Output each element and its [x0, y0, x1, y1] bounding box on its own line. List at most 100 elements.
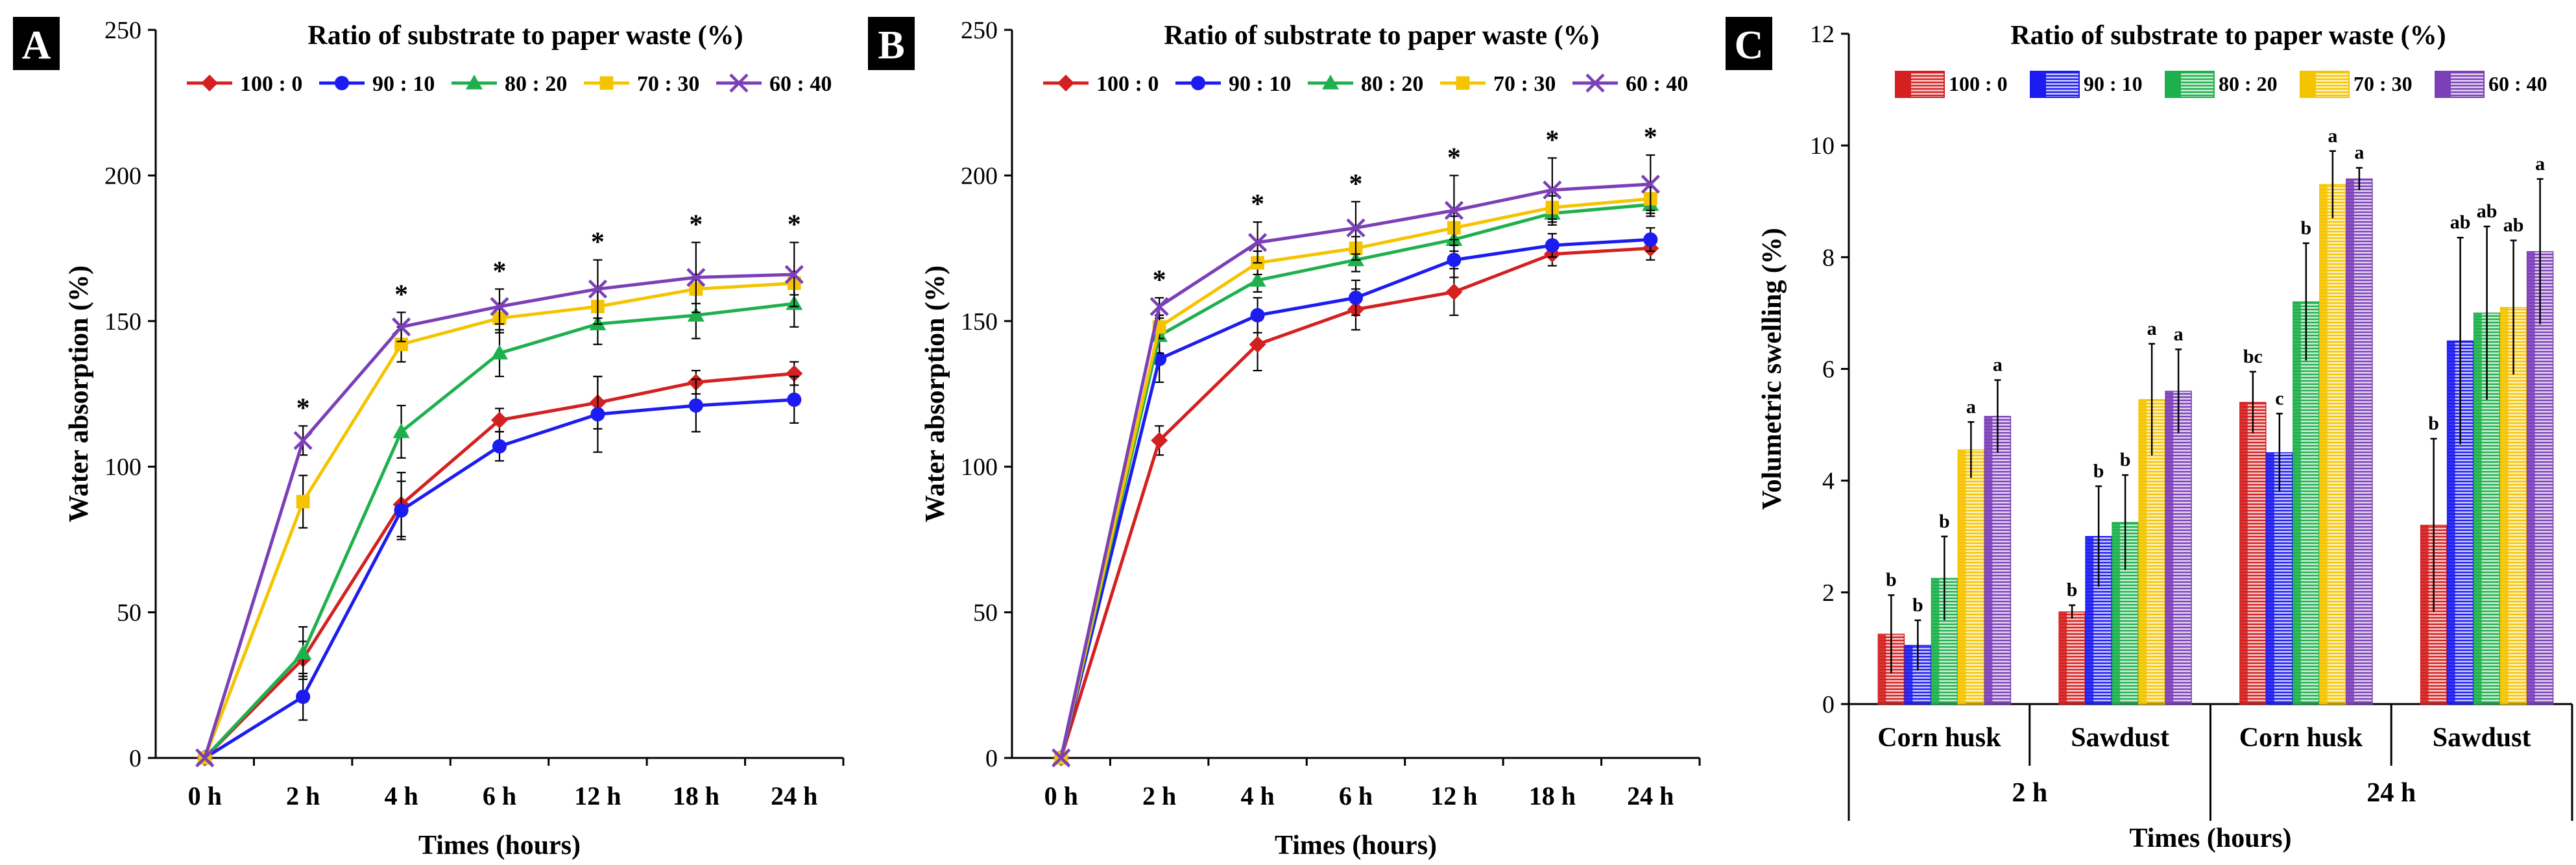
series-90:10: [197, 375, 802, 766]
legend-marker: [729, 73, 749, 93]
significance-marker: *: [1644, 123, 1657, 152]
bar-edge: [2112, 522, 2121, 704]
series-90:10: [1053, 227, 1658, 766]
legend-marker: [1585, 73, 1605, 93]
significance-marker: *: [689, 210, 703, 240]
legend-item: 80 : 20: [451, 72, 567, 96]
significance-letter: b: [1886, 569, 1897, 591]
significance-letter: a: [2147, 318, 2157, 339]
panel-label-box: [1726, 17, 1772, 70]
data-point: [293, 431, 313, 450]
significance-letter: ab: [2477, 201, 2498, 222]
x-tick-label: 6 h: [1339, 781, 1373, 810]
data-point: [195, 748, 215, 768]
legend-label: 80 : 20: [505, 72, 567, 96]
data-point-stroke2: [490, 297, 509, 316]
x-tick-label: 18 h: [673, 781, 719, 810]
bar-edge: [1878, 634, 1886, 704]
data-point: [1052, 748, 1071, 768]
legend-marker: [599, 76, 614, 90]
error-bar: [2302, 242, 2309, 361]
data-point: [686, 267, 706, 287]
significance-letter: b: [2428, 413, 2439, 434]
y-tick-label: 150: [104, 308, 141, 335]
error-bar: [1968, 421, 1975, 478]
x-axis-label: Times (hours): [1275, 831, 1437, 860]
y-axis-label: Water absorption (%): [921, 265, 950, 522]
panel-label-box: [868, 17, 915, 70]
data-point: [295, 644, 312, 660]
bar-edge: [2139, 399, 2147, 704]
data-point-stroke2: [391, 317, 411, 337]
significance-letter: a: [2174, 323, 2184, 345]
legend-label: 60 : 40: [769, 72, 832, 96]
x-tick-label: 18 h: [1529, 781, 1576, 810]
significance-marker: *: [1545, 125, 1559, 155]
panel-b: 0 50 100 150 200 250 0 h 2 h 4 h 6 h 12 h 18 h 24 h T…: [921, 17, 1701, 860]
bar-edge: [2165, 391, 2174, 704]
material-label: Sawdust: [2071, 723, 2169, 753]
material-label: Sawdust: [2433, 723, 2531, 753]
data-point: [787, 392, 802, 408]
legend-marker-stroke2: [729, 73, 749, 93]
legend-marker: [334, 75, 350, 91]
data-point: [1447, 252, 1462, 267]
significance-marker: *: [493, 256, 507, 286]
data-point: [1545, 238, 1559, 253]
data-point: [1543, 180, 1562, 200]
y-tick-label: 250: [961, 17, 998, 44]
legend-item: 70 : 30: [584, 72, 699, 96]
error-bar: [2329, 150, 2336, 219]
legend-label: 70 : 30: [637, 72, 699, 96]
significance-letter: ab: [2503, 215, 2524, 236]
error-bar: [1941, 535, 1948, 620]
error-bar: [2510, 239, 2517, 375]
x-tick-label: 2 h: [286, 781, 320, 810]
error-bar: [2149, 343, 2156, 456]
error-bar: [2249, 371, 2256, 433]
error-bar: [2122, 474, 2129, 570]
series-60:40: [1052, 154, 1660, 768]
legend-label: 80 : 20: [1361, 72, 1423, 96]
y-tick-label: 0: [129, 745, 141, 772]
data-point-stroke2: [1543, 180, 1562, 200]
time-label: 2 h: [2012, 778, 2047, 808]
legend-item: 100 : 0: [1895, 71, 2008, 98]
y-tick-label: 100: [961, 454, 998, 481]
data-point: [296, 494, 310, 509]
data-point: [786, 365, 803, 382]
chart-title: Ratio of substrate to paper waste (%): [307, 21, 743, 51]
legend-item: 80 : 20: [1308, 72, 1423, 96]
legend-item: 60 : 40: [1572, 72, 1688, 96]
significance-marker: *: [1251, 189, 1264, 219]
significance-letter: b: [1939, 511, 1950, 532]
y-tick-label: 4: [1822, 468, 1835, 495]
y-tick-label: 200: [961, 162, 998, 189]
bar-edge: [2059, 611, 2067, 704]
legend-marker: [1190, 75, 1206, 91]
y-tick-label: 100: [104, 454, 141, 481]
data-point: [391, 317, 411, 337]
legend-label: 60 : 40: [2488, 72, 2547, 95]
data-point-stroke2: [686, 267, 706, 287]
data-point: [784, 265, 804, 284]
y-tick-label: 2: [1822, 579, 1835, 607]
bar-group: bcc b aa: [2239, 125, 2373, 705]
x-tick-label: 24 h: [771, 781, 817, 810]
error-bar: [2355, 167, 2363, 191]
significance-letter: a: [1993, 354, 2003, 376]
data-point: [1346, 218, 1366, 238]
y-tick-label: 0: [985, 745, 998, 772]
significance-letter: b: [2120, 449, 2131, 470]
data-point-stroke2: [1641, 175, 1660, 194]
chart-title: Ratio of substrate to paper waste (%): [1164, 21, 1599, 51]
significance-letter: b: [2067, 579, 2078, 601]
y-tick-label: 0: [1822, 691, 1835, 718]
significance-letter: bc: [2243, 346, 2263, 367]
data-point: [1249, 271, 1266, 287]
error-bar: [2069, 604, 2076, 619]
data-point: [394, 503, 409, 518]
panel-label-text: B: [878, 23, 904, 67]
x-tick-label: 6 h: [483, 781, 516, 810]
